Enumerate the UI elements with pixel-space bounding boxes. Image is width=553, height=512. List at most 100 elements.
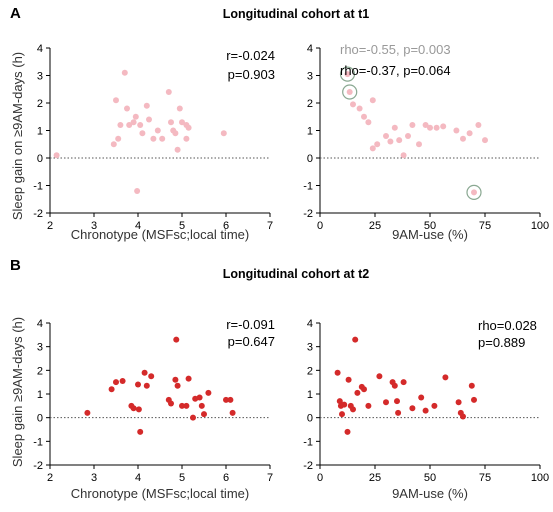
highlight-ring [339,66,356,82]
data-point [352,336,359,343]
highlight-ring [342,84,358,100]
data-point [471,396,477,403]
data-point [455,399,462,406]
x-tick-label: 4 [135,472,141,484]
data-point [427,124,433,131]
data-point [453,127,460,134]
data-point [84,409,91,416]
data-point [190,414,196,421]
data-point [409,122,416,128]
data-point [198,402,205,409]
data-point [108,386,115,393]
data-point [201,411,207,418]
data-point [113,379,119,386]
data-point [400,379,407,386]
data-point [416,141,422,148]
data-point [185,124,192,131]
stat-annotation: p=0.903 [228,67,275,82]
data-point [143,102,150,109]
data-point [174,382,181,389]
data-point [227,396,234,403]
data-point [150,135,157,142]
x-tick-label: 5 [179,220,185,232]
x-tick-label: 25 [369,220,381,232]
stat-annotation: rho=-0.37, p=0.064 [340,63,451,78]
data-point [356,105,363,112]
data-point [471,189,477,196]
panel-letter-a: A [10,5,21,22]
data-point [183,135,190,142]
data-point [383,399,389,406]
x-tick-label: 2 [47,220,53,232]
data-point [466,130,473,137]
data-point [135,406,142,413]
y-tick-label: 3 [37,71,43,83]
data-point [179,119,185,126]
data-point [369,97,376,104]
data-point [159,135,166,142]
panel-letter-b: B [10,257,21,274]
data-point [126,122,133,128]
data-point [334,369,341,376]
data-point [391,382,398,389]
x-axis-label: Chronotype (MSFsc;local time) [71,486,249,501]
data-point [176,105,183,112]
data-point [130,405,137,412]
data-point [119,377,126,384]
data-point [361,386,367,393]
x-tick-label: 6 [223,472,229,484]
y-tick-label: -1 [303,436,313,448]
data-point [345,376,352,383]
x-tick-label: 7 [267,472,273,484]
data-point [460,413,466,420]
data-point [422,122,429,128]
x-tick-label: 50 [424,220,436,232]
data-point [354,389,361,396]
data-point [143,382,150,389]
data-point [346,89,353,95]
y-tick-label: -2 [303,208,313,220]
data-point [376,373,383,380]
data-point [137,428,144,435]
x-tick-label: 2 [47,472,53,484]
data-point [431,402,438,409]
data-point [365,119,372,126]
y-tick-label: -1 [33,436,43,448]
y-tick-label: 4 [307,318,313,330]
y-tick-label: 0 [307,413,313,425]
data-point [394,398,400,405]
y-tick-label: 0 [37,413,43,425]
data-point [196,394,203,401]
data-point [134,188,141,194]
y-tick-label: 3 [307,71,313,83]
data-point [361,113,367,120]
data-point [350,101,356,108]
x-tick-label: 5 [179,472,185,484]
data-point [344,428,351,435]
section-title-b: Longitudinal cohort at t2 [223,267,370,281]
data-point [442,374,449,381]
data-point [344,71,351,78]
x-tick-label: 75 [479,220,491,232]
data-point [168,119,174,126]
data-point [422,407,429,414]
data-point [229,409,236,416]
stat-annotation: p=0.889 [478,335,525,350]
x-tick-label: 3 [91,472,97,484]
data-point [185,375,192,382]
data-point [165,89,172,95]
y-tick-label: -1 [33,181,43,193]
y-tick-label: 1 [37,389,43,401]
data-point [146,116,152,123]
x-tick-label: 0 [317,220,323,232]
y-tick-label: 4 [37,43,43,55]
data-point [174,146,181,153]
y-tick-label: 2 [307,98,313,110]
data-point [173,336,180,343]
y-tick-label: -2 [33,460,43,472]
scatter-a-right: -2 -1 0 1 2 3 4 0 25 50 75 100 9AM-use (%) rho=-0.55,… [303,42,549,242]
data-point [132,113,139,120]
y-tick-label: 3 [37,342,43,354]
x-axis-label: Chronotype (MSFsc;local time) [71,227,249,242]
